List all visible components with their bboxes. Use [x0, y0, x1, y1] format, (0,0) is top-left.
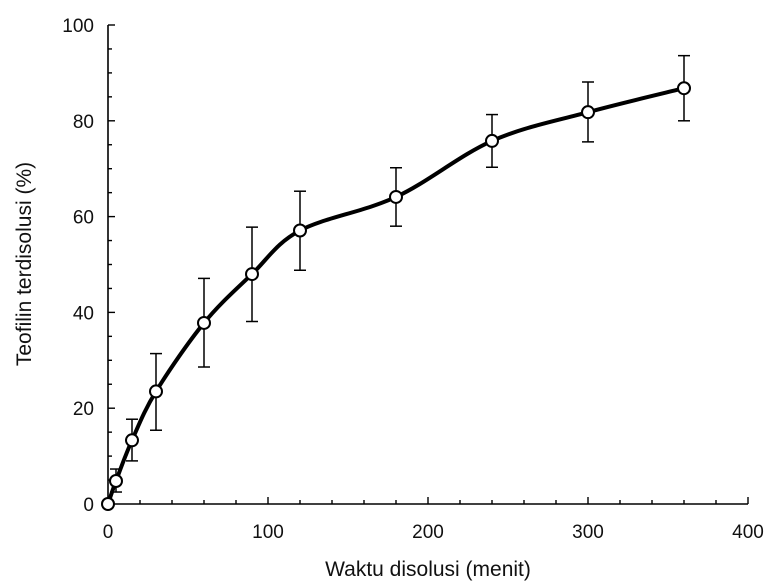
data-markers [101, 81, 691, 511]
ticks [107, 24, 749, 505]
y-tick-label: 20 [73, 399, 94, 420]
x-tick-label: 100 [252, 522, 284, 543]
data-point [149, 384, 163, 399]
x-tick-label: 300 [572, 522, 604, 543]
y-tick-label: 40 [73, 303, 94, 324]
data-point [485, 133, 499, 148]
data-point [677, 81, 691, 96]
data-point [197, 315, 211, 330]
data-point [581, 105, 595, 120]
data-point [101, 497, 115, 511]
y-tick-label: 80 [73, 112, 94, 133]
x-tick-label: 400 [732, 522, 764, 543]
x-tick-label: 200 [412, 522, 444, 543]
error-bars [110, 54, 690, 493]
series-line [106, 86, 686, 506]
data-point [109, 474, 123, 489]
y-tick-label: 100 [62, 16, 94, 37]
y-tick-label: 60 [73, 208, 94, 229]
data-point [293, 223, 307, 238]
tick-labels: 0 20 40 60 80 100 0 100 200 300 400 [62, 16, 764, 543]
data-point [125, 433, 139, 448]
x-tick-label: 0 [103, 522, 114, 543]
data-point [245, 267, 259, 282]
x-axis-title: Waktu disolusi (menit) [325, 558, 531, 581]
data-point [389, 189, 403, 204]
y-axis-title: Teofilin terdisolusi (%) [13, 162, 36, 366]
y-tick-label: 0 [83, 495, 94, 516]
